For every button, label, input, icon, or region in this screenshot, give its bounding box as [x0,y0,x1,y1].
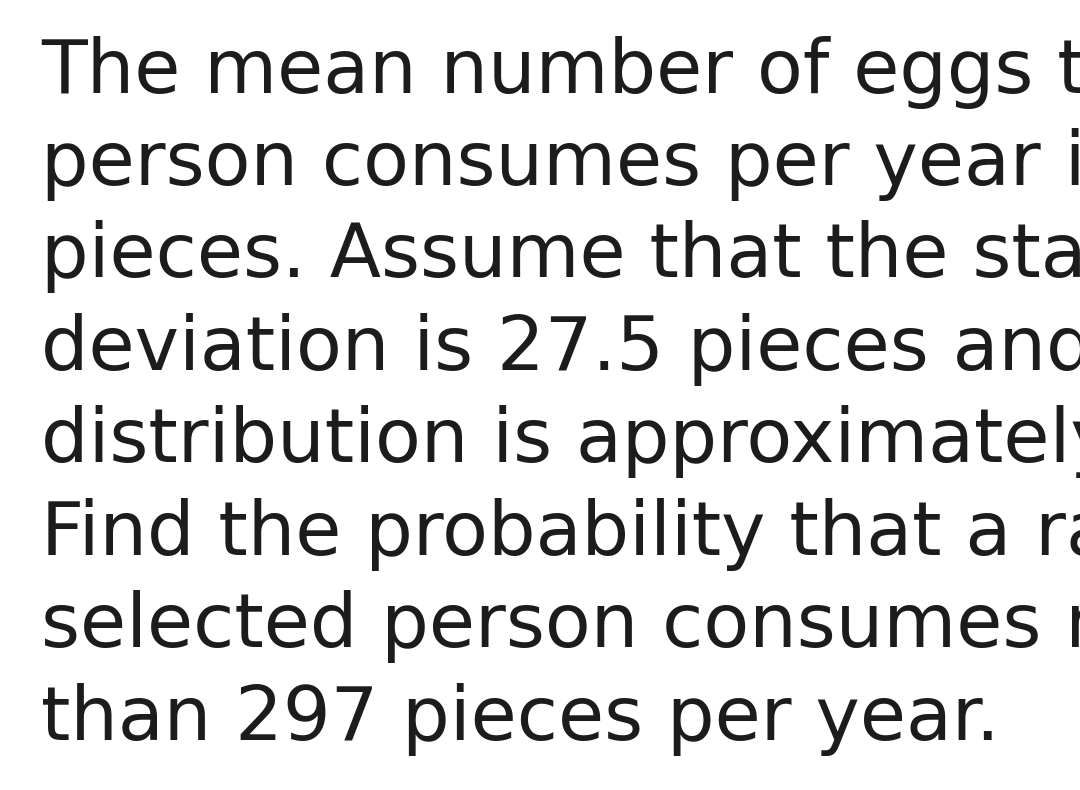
Text: deviation is 27.5 pieces and the: deviation is 27.5 pieces and the [41,313,1080,386]
Text: The mean number of eggs that a: The mean number of eggs that a [41,36,1080,108]
Text: person consumes per year is 293.6: person consumes per year is 293.6 [41,128,1080,201]
Text: than 297 pieces per year.: than 297 pieces per year. [41,683,1000,755]
Text: selected person consumes more: selected person consumes more [41,590,1080,663]
Text: Find the probability that a randomly: Find the probability that a randomly [41,498,1080,570]
Text: pieces. Assume that the standard: pieces. Assume that the standard [41,220,1080,293]
Text: distribution is approximately normal.: distribution is approximately normal. [41,405,1080,478]
